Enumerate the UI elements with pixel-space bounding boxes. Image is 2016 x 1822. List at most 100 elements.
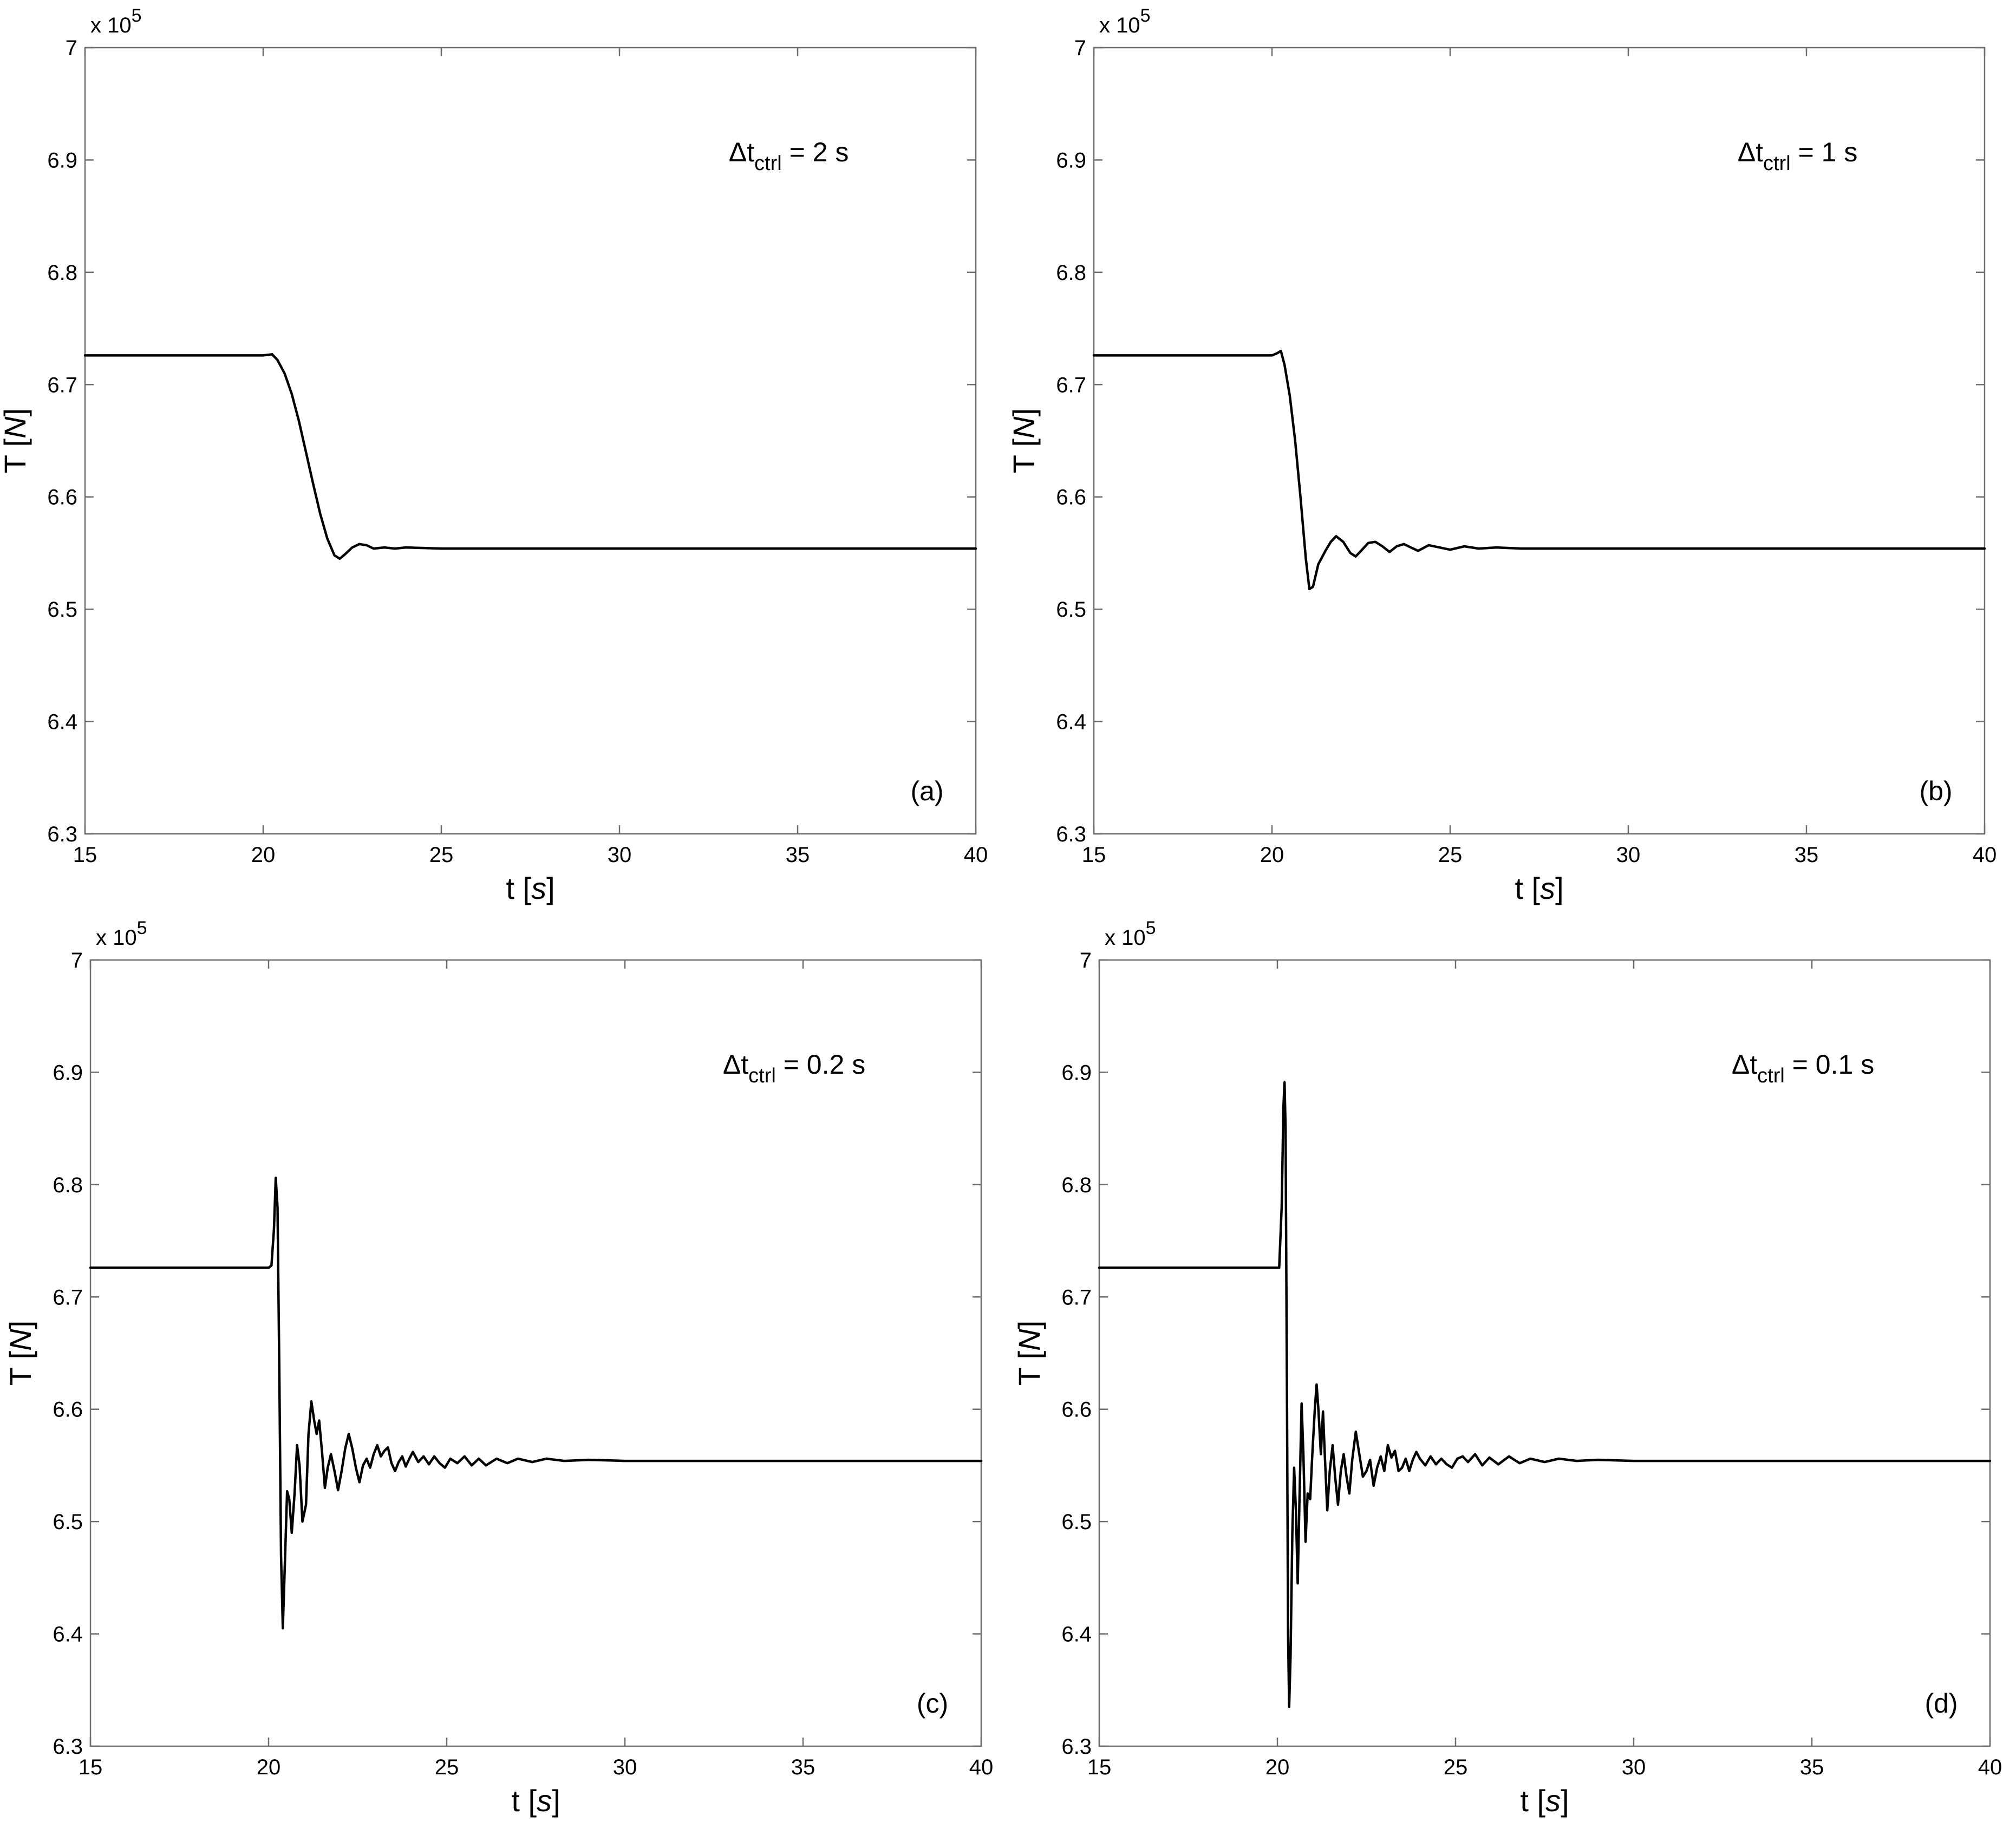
y-tick-label: 6.6: [47, 486, 77, 510]
annotation-dt-ctrl: Δtctrl = 2 s: [729, 137, 849, 175]
y-tick-label: 6.4: [1056, 710, 1086, 734]
annotation-symbol: Δt: [723, 1049, 748, 1080]
series-line-thrust: [1098, 1081, 1992, 1708]
y-tick-label: 6.9: [1061, 1061, 1092, 1085]
plot-frame: [1098, 959, 1991, 1747]
x-axis-label-unit: s: [537, 1784, 552, 1818]
plot-frame: [1093, 47, 1986, 835]
x-axis-label-close: ]: [1561, 1784, 1569, 1818]
y-tick-label: 6.4: [53, 1623, 83, 1647]
x-axis-label-unit: s: [1545, 1784, 1561, 1818]
series-line-thrust: [1092, 349, 1986, 591]
x-axis-label-close: ]: [1555, 871, 1564, 905]
x-axis-label: t [s]: [1520, 1784, 1569, 1818]
panel-a: 15 20 25 30 35 40 6.3 6.4 6.5 6.6 6.7 6.8 6.9 7 x 105 t…: [0, 5, 988, 905]
y-tick-label: 6.9: [53, 1061, 83, 1085]
annotation-dt-ctrl: Δtctrl = 0.2 s: [723, 1049, 865, 1087]
y-axis-label: T [N]: [1012, 1321, 1046, 1386]
y-axis-label-unit: N: [3, 1329, 37, 1351]
annotation-symbol: Δt: [1732, 1049, 1757, 1080]
panel-b: 15 20 25 30 35 40 6.3 6.4 6.5 6.6 6.7 6.8 6.9 7 x 105 t…: [1007, 5, 1997, 905]
y-tick-label: 6.3: [1061, 1735, 1092, 1759]
x-axis-label-unit: s: [531, 871, 546, 905]
y-multiplier: x 105: [96, 918, 147, 950]
y-tick-label: 6.9: [47, 148, 77, 172]
x-tick-label: 30: [608, 843, 632, 867]
y-tick-label: 6.5: [1056, 598, 1086, 622]
y-tick-label: 6.5: [47, 598, 77, 622]
y-tick-label: 6.8: [53, 1173, 83, 1197]
y-tick-label: 6.3: [1056, 822, 1086, 846]
y-tick-label: 6.3: [53, 1735, 83, 1759]
x-axis-label: t [s]: [506, 871, 554, 905]
x-axis-label-close: ]: [546, 871, 555, 905]
x-tick-label: 20: [1265, 1755, 1290, 1779]
annotation-dt-ctrl: Δtctrl = 0.1 s: [1732, 1049, 1874, 1087]
x-tick-label: 25: [1438, 843, 1463, 867]
x-tick-label: 40: [1973, 843, 1997, 867]
y-multiplier-power: 5: [132, 5, 142, 26]
x-axis-label-close: ]: [552, 1784, 560, 1818]
y-multiplier: x 105: [90, 5, 142, 37]
y-axis-label-close: ]: [0, 408, 32, 417]
annotation-value: = 1 s: [1791, 137, 1858, 167]
panel-label: (a): [910, 776, 943, 806]
y-tick-label: 6.5: [1061, 1510, 1092, 1534]
x-axis-label-unit: s: [1540, 871, 1555, 905]
series-line-thrust: [89, 1177, 983, 1630]
x-tick-label: 35: [791, 1755, 815, 1779]
y-tick-label: 6.5: [53, 1510, 83, 1534]
panel-d: 15 20 25 30 35 40 6.3 6.4 6.5 6.6 6.7 6.8 6.9 7 x 105 t…: [1012, 918, 2002, 1818]
y-multiplier-power: 5: [1140, 5, 1151, 26]
plot-frame: [89, 959, 982, 1747]
x-axis-label-main: t [: [1520, 1784, 1545, 1818]
y-tick-label: 6.7: [53, 1285, 83, 1309]
x-tick-label: 25: [1444, 1755, 1468, 1779]
y-axis-label-close: ]: [1007, 408, 1041, 417]
annotation-value: = 0.1 s: [1785, 1049, 1874, 1080]
y-tick-label: 6.8: [1056, 261, 1086, 285]
y-tick-label: 6.7: [47, 373, 77, 397]
annotation-value: = 2 s: [782, 137, 849, 167]
y-tick-label: 7: [66, 36, 77, 60]
y-axis-label: T [N]: [3, 1321, 37, 1386]
y-axis-label: T [N]: [0, 408, 32, 473]
annotation-subscript: ctrl: [754, 152, 782, 175]
x-tick-label: 20: [1260, 843, 1284, 867]
x-tick-label: 35: [1800, 1755, 1824, 1779]
x-tick-label: 15: [79, 1755, 103, 1779]
plot-frame: [84, 47, 977, 835]
y-multiplier-power: 5: [137, 918, 147, 938]
y-axis-label-main: T [: [0, 438, 32, 473]
annotation-subscript: ctrl: [748, 1065, 776, 1087]
y-axis-label: T [N]: [1007, 408, 1041, 473]
panel-c: 15 20 25 30 35 40 6.3 6.4 6.5 6.6 6.7 6.8 6.9 7 x 105 t…: [3, 918, 993, 1818]
x-tick-label: 40: [964, 843, 988, 867]
x-axis-label-main: t [: [1515, 871, 1540, 905]
x-axis-label-main: t [: [506, 871, 531, 905]
x-tick-label: 15: [1082, 843, 1106, 867]
y-multiplier-power: 5: [1146, 918, 1156, 938]
panel-label: (c): [917, 1688, 948, 1719]
x-tick-label: 35: [786, 843, 810, 867]
y-multiplier-base: x 10: [96, 926, 137, 950]
y-axis-label-close: ]: [1012, 1321, 1046, 1329]
x-tick-label: 25: [435, 1755, 459, 1779]
y-axis-label-close: ]: [3, 1321, 37, 1329]
y-tick-label: 6.6: [53, 1398, 83, 1422]
x-tick-label: 20: [257, 1755, 281, 1779]
y-multiplier-base: x 10: [1099, 14, 1140, 37]
y-tick-label: 6.7: [1061, 1285, 1092, 1309]
x-axis-label-main: t [: [511, 1784, 537, 1818]
panel-label: (b): [1919, 776, 1952, 806]
y-multiplier-base: x 10: [1105, 926, 1146, 950]
y-axis-label-unit: N: [0, 416, 32, 439]
y-tick-label: 7: [1080, 949, 1092, 972]
x-tick-label: 40: [969, 1755, 994, 1779]
y-axis-label-main: T [: [1012, 1350, 1046, 1386]
x-axis-label: t [s]: [511, 1784, 560, 1818]
y-axis-label-main: T [: [3, 1350, 37, 1386]
annotation-subscript: ctrl: [1763, 152, 1791, 175]
panel-label: (d): [1924, 1688, 1958, 1719]
x-tick-label: 25: [429, 843, 454, 867]
